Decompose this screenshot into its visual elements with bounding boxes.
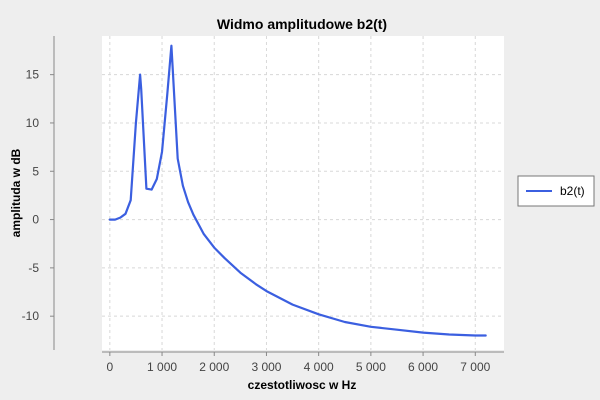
x-ticks: 0 1 000 2 000 3 000 4 000 5 000 6 000 7 000 [106,352,491,374]
axes [53,36,504,353]
y-tick-label-2: 0 [32,213,39,227]
legend: b2(t) [517,175,595,207]
x-tick-label-0: 0 [106,360,113,374]
x-tick-label-7: 7 000 [460,360,490,374]
x-axis-title: czestotliwosc w Hz [248,378,357,392]
chart-title: Widmo amplitudowe b2(t) [217,16,387,32]
series-line-0 [108,44,487,337]
y-tick-label-0: -10 [22,309,40,323]
legend-label: b2(t) [560,184,585,198]
x-tick-label-5: 5 000 [356,360,386,374]
series-lines [108,44,487,337]
x-tick-label-6: 6 000 [408,360,438,374]
y-tick-label-4: 10 [26,116,40,130]
y-tick-label-1: -5 [28,261,39,275]
grid-lines [102,36,504,350]
y-axis-title: amplituda w dB [9,148,23,237]
y-ticks: -10 -5 0 5 10 15 [22,68,54,323]
x-tick-label-1: 1 000 [147,360,177,374]
x-tick-label-4: 4 000 [304,360,334,374]
x-tick-label-3: 3 000 [251,360,281,374]
y-tick-label-5: 15 [26,68,40,82]
x-tick-label-2: 2 000 [199,360,229,374]
y-tick-label-3: 5 [32,164,39,178]
plot-area [102,36,504,350]
